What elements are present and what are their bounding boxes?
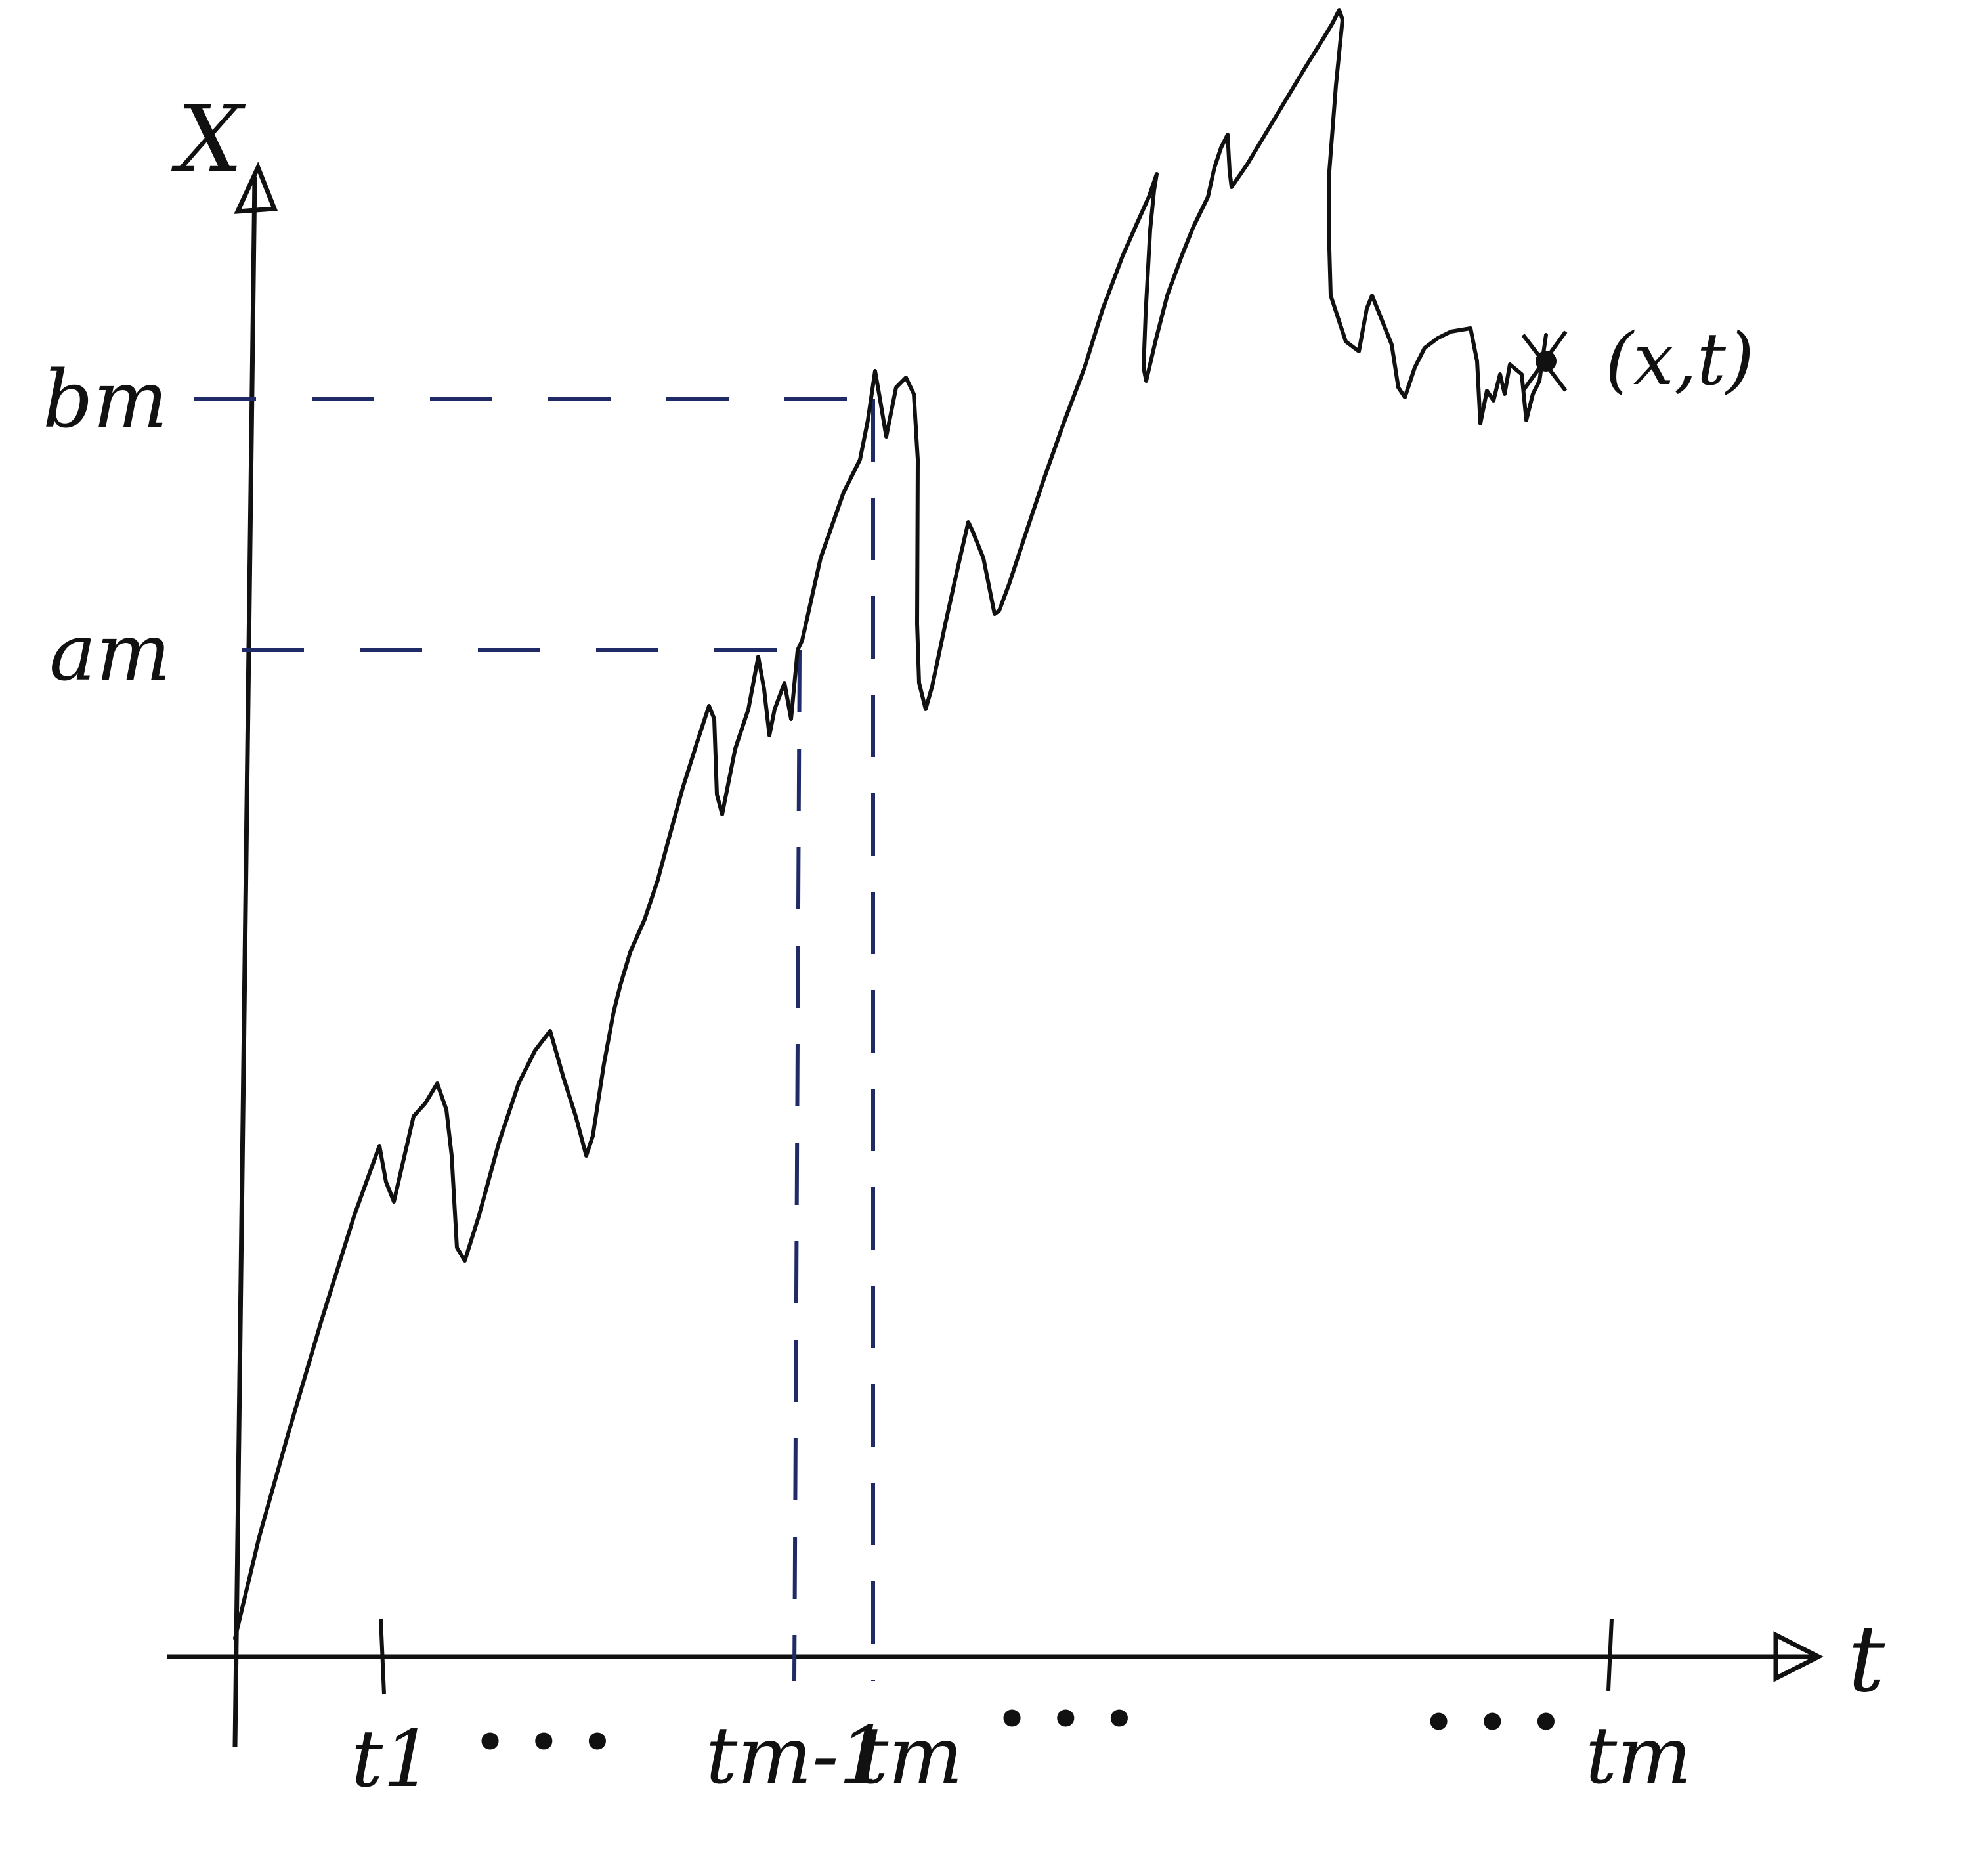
tick-t1 [379,1618,386,1695]
endpoint-cross-b [1521,330,1568,392]
x-axis-label: t [1848,1606,1885,1713]
endpoint-label: (x,t) [1605,317,1754,401]
b-level-label: bm [43,355,168,446]
tm-1-guide [792,649,802,1682]
tick-label-tm-1: tm-1 [706,1711,889,1802]
y-axis [232,177,257,1747]
a-level-label: am [49,607,171,699]
y-axis-label: X [171,86,246,193]
ellipsis-before-tm-end: • • • [1421,1689,1563,1758]
tick-label-tm: tm [857,1711,963,1802]
x-axis-arrow [1773,1631,1824,1682]
tick-tm-end [1606,1618,1614,1691]
tick-label-tm-end: tm [1585,1711,1692,1802]
sample-path [233,8,1548,1640]
ellipsis-after-tm: • • • [995,1686,1136,1755]
y-axis-arrow [234,162,278,214]
ellipsis-after-t1: • • • [473,1709,614,1778]
tick-label-t1: t1 [351,1714,433,1805]
